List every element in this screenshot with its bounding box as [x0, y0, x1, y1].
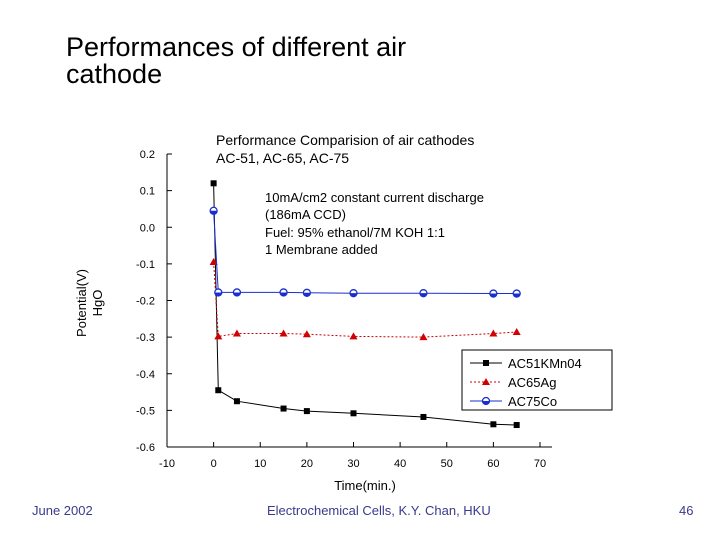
x-axis-label: Time(min.): [334, 478, 396, 493]
data-point-circle: [419, 289, 428, 298]
footer-course: Electrochemical Cells, K.Y. Chan, HKU: [267, 503, 491, 518]
data-point-square: [513, 422, 520, 429]
x-tick-label: 0: [211, 458, 217, 470]
data-point-triangle: [489, 329, 498, 337]
data-point-circle: [214, 288, 223, 297]
data-point-circle: [232, 288, 242, 297]
series-ac75co: [209, 206, 521, 298]
data-point-square: [210, 180, 217, 187]
y-tick-label: -0.5: [136, 405, 155, 417]
series-group: [209, 180, 521, 429]
data-point-circle-fill: [513, 293, 521, 298]
data-point-circle: [481, 396, 491, 406]
y-tick-label: 0.2: [140, 149, 155, 161]
data-point-circle-fill: [489, 293, 497, 298]
data-point-triangle: [279, 329, 288, 337]
slide-title-line1: Performances of different air: [66, 32, 407, 62]
chart-annotation-line: (186mA CCD): [265, 207, 346, 222]
data-point-circle: [209, 206, 218, 215]
legend-label: AC51KMn04: [508, 356, 582, 371]
data-point-square: [490, 421, 497, 428]
x-tick-label: 20: [301, 458, 313, 470]
data-point-circle-fill: [350, 293, 357, 297]
data-point-triangle: [512, 327, 521, 335]
data-point-circle: [489, 289, 498, 298]
legend-item: AC65Ag: [470, 375, 556, 390]
x-tick-label: -10: [159, 458, 175, 470]
axes: 0.2 0.1 0.0 -0.1 -0.2 -0.3 -0.4 -0.5 -0.6 -10 0 10 2…: [136, 149, 552, 470]
data-point-circle-fill: [280, 292, 288, 296]
data-point-circle-fill: [303, 292, 311, 297]
slide-title: Performances of different air cathode: [66, 34, 586, 88]
legend: AC51KMn04 AC65Ag AC75Co: [461, 349, 613, 411]
y-axis-label: Potential(V): [74, 269, 89, 337]
y-tick-label: 0.0: [140, 222, 155, 234]
data-point-square: [303, 408, 310, 415]
y-axis-label-unit: HgO: [90, 290, 105, 317]
data-point-square: [233, 398, 240, 405]
series-ac65ag: [209, 258, 521, 341]
y-tick-label: -0.4: [136, 369, 155, 381]
data-point-circle-fill: [482, 401, 490, 405]
footer-date: June 2002: [32, 503, 93, 518]
data-point-square: [280, 405, 287, 412]
data-point-square: [215, 387, 222, 394]
data-point-square: [483, 360, 489, 366]
chart-text: Performance Comparision of air cathodes …: [74, 132, 484, 493]
x-tick-label: 70: [534, 458, 546, 470]
data-point-square: [420, 413, 427, 420]
data-point-triangle: [232, 329, 241, 337]
data-point-triangle: [302, 330, 311, 338]
data-point-circle: [302, 288, 312, 297]
y-tick-label: 0.1: [140, 186, 155, 198]
chart-annotation-line: Fuel: 95% ethanol/7M KOH 1:1: [265, 225, 445, 240]
series-ac51kmn04: [210, 180, 520, 429]
y-tick-label: -0.2: [136, 296, 155, 308]
data-point-circle: [512, 289, 521, 298]
data-point-circle-fill: [214, 292, 222, 296]
x-tick-label: 30: [347, 458, 359, 470]
chart-title: Performance Comparision of air cathodes: [216, 132, 474, 148]
y-tick-label: -0.3: [136, 332, 155, 344]
y-tick-label: -0.6: [136, 442, 155, 454]
data-point-circle-fill: [233, 292, 241, 296]
legend-item: AC51KMn04: [470, 356, 582, 371]
data-point-circle: [349, 289, 358, 298]
x-tick-label: 40: [394, 458, 406, 470]
x-tick-label: 60: [487, 458, 499, 470]
series-line: [213, 261, 517, 338]
slide-title-line2: cathode: [66, 59, 163, 89]
data-point-circle-fill: [419, 293, 427, 297]
data-point-triangle: [349, 332, 358, 340]
legend-item: AC75Co: [470, 394, 557, 409]
x-tick-label: 50: [441, 458, 453, 470]
data-point-triangle: [419, 333, 428, 341]
data-point-circle: [279, 288, 288, 297]
data-point-triangle: [482, 378, 490, 385]
data-point-circle-fill: [210, 210, 218, 215]
legend-label: AC75Co: [508, 394, 557, 409]
data-point-square: [350, 410, 357, 417]
chart-annotation-line: 1 Membrane added: [265, 242, 378, 257]
chart-subtitle: AC-51, AC-65, AC-75: [216, 150, 349, 166]
data-point-triangle: [214, 332, 223, 340]
y-tick-label: -0.1: [136, 259, 155, 271]
chart-annotation-line: 10mA/cm2 constant current discharge: [265, 190, 484, 205]
x-tick-label: 10: [254, 458, 266, 470]
footer-page-number: 46: [679, 503, 694, 518]
legend-label: AC65Ag: [508, 375, 556, 390]
data-point-triangle: [209, 258, 218, 266]
